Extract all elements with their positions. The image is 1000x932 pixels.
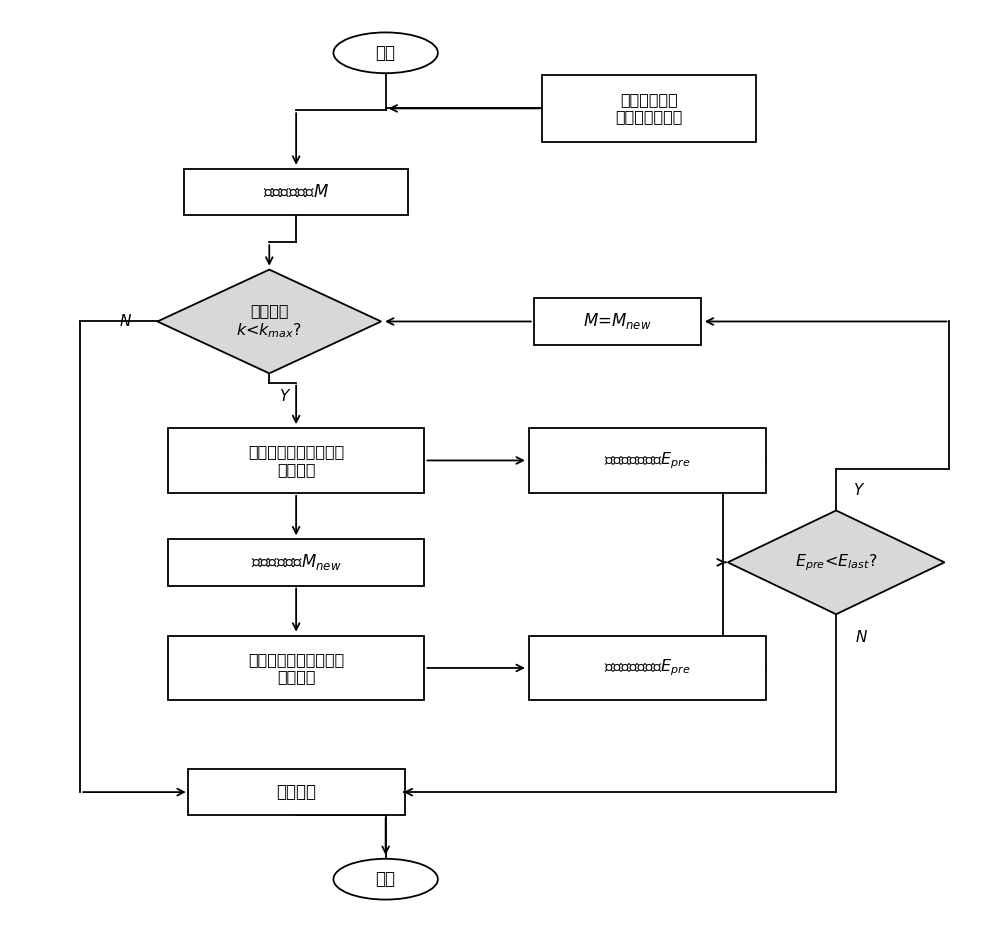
- Text: 计算新的中心$\mathit{M}_{new}$: 计算新的中心$\mathit{M}_{new}$: [251, 553, 341, 572]
- Polygon shape: [157, 269, 381, 374]
- Text: 完成聚类: 完成聚类: [276, 783, 316, 802]
- Bar: [542, 75, 756, 142]
- Text: 选择初始中心$\mathit{M}$: 选择初始中心$\mathit{M}$: [263, 183, 329, 200]
- Bar: [529, 636, 766, 700]
- Text: N: N: [855, 630, 867, 645]
- Text: 根据欧式距离最小原则
分配数据: 根据欧式距离最小原则 分配数据: [248, 651, 344, 684]
- Text: 开始: 开始: [376, 44, 396, 62]
- Bar: [168, 636, 424, 700]
- Bar: [184, 169, 408, 215]
- Text: 计算绝对差値和$E_{pre}$: 计算绝对差値和$E_{pre}$: [604, 450, 690, 471]
- Text: 结束: 结束: [376, 870, 396, 888]
- Text: 迭代次数
$k$<$k_{max}$?: 迭代次数 $k$<$k_{max}$?: [236, 303, 302, 340]
- Bar: [188, 769, 405, 816]
- Text: Y: Y: [280, 389, 289, 404]
- Text: $E_{pre}$<$E_{last}$?: $E_{pre}$<$E_{last}$?: [795, 552, 877, 572]
- Polygon shape: [728, 511, 945, 614]
- Text: 油气水三相流
电流数据测量値: 油气水三相流 电流数据测量値: [615, 92, 683, 125]
- Text: $\mathit{M}$=$\mathit{M}_{new}$: $\mathit{M}$=$\mathit{M}_{new}$: [583, 311, 652, 332]
- Text: 根据欧式距离最小原则
分配数据: 根据欧式距离最小原则 分配数据: [248, 445, 344, 476]
- Bar: [168, 540, 424, 585]
- Text: N: N: [120, 314, 131, 329]
- Text: 计算绝对差値和$E_{pre}$: 计算绝对差値和$E_{pre}$: [604, 658, 690, 678]
- Bar: [534, 298, 701, 345]
- Bar: [168, 428, 424, 493]
- Ellipse shape: [333, 33, 438, 74]
- Bar: [529, 428, 766, 493]
- Ellipse shape: [333, 858, 438, 899]
- Text: Y: Y: [853, 483, 863, 498]
